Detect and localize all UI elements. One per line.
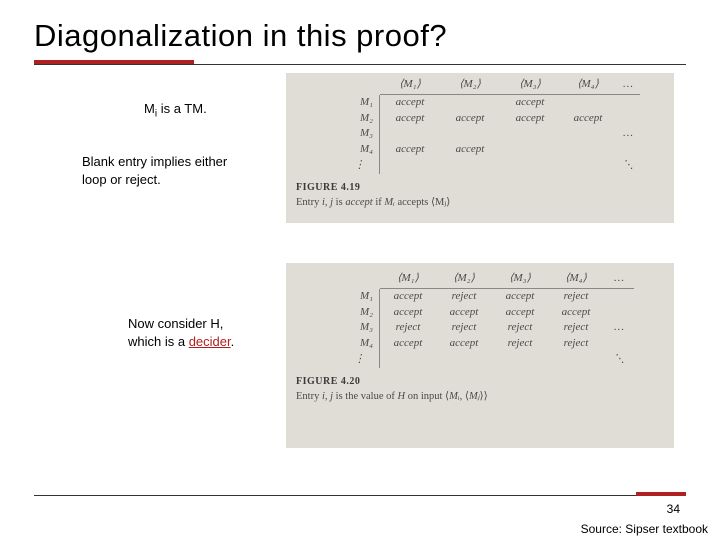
table-corner xyxy=(342,77,380,95)
table-4-19: ⟨M₁⟩ ⟨M₂⟩ ⟨M₃⟩ ⟨M₄⟩ … M₁ accept accept M… xyxy=(342,77,668,174)
note-decider: Now consider H, which is a decider. xyxy=(128,315,258,350)
col-header: ⟨M₁⟩ xyxy=(380,271,436,289)
col-header: ⟨M₄⟩ xyxy=(560,77,616,95)
footer-divider xyxy=(34,495,686,496)
decider-word: decider xyxy=(189,334,231,349)
table-corner xyxy=(342,271,380,289)
page-number: 34 xyxy=(667,502,680,516)
figure-label: FIGURE 4.20 xyxy=(296,376,668,389)
col-header: ⟨M₃⟩ xyxy=(492,271,548,289)
note-text: is a TM. xyxy=(157,101,207,116)
figure-4-20: ⟨M₁⟩ ⟨M₂⟩ ⟨M₃⟩ ⟨M₄⟩ … M₁ accept reject a… xyxy=(286,263,674,448)
col-header: ⟨M₃⟩ xyxy=(500,77,560,95)
figure-caption: Entry i, j is accept if Mᵢ accepts ⟨Mⱼ⟩ xyxy=(296,196,668,209)
figure-label: FIGURE 4.19 xyxy=(296,182,668,195)
slide-title: Diagonalization in this proof? xyxy=(34,18,686,54)
col-header: ⟨M₁⟩ xyxy=(380,77,440,95)
col-header: … xyxy=(604,271,634,289)
slide: Diagonalization in this proof? Mi is a T… xyxy=(0,0,720,540)
source-attribution: Source: Sipser textbook xyxy=(581,522,708,536)
note-blank-entry: Blank entry implies either loop or rejec… xyxy=(82,153,252,188)
col-header: ⟨M₂⟩ xyxy=(440,77,500,95)
figure-caption: Entry i, j is the value of H on input ⟨M… xyxy=(296,390,668,403)
figure-4-19: ⟨M₁⟩ ⟨M₂⟩ ⟨M₃⟩ ⟨M₄⟩ … M₁ accept accept M… xyxy=(286,73,674,223)
note-text: . xyxy=(231,334,235,349)
table-4-20: ⟨M₁⟩ ⟨M₂⟩ ⟨M₃⟩ ⟨M₄⟩ … M₁ accept reject a… xyxy=(342,271,668,368)
note-text: M xyxy=(144,101,155,116)
col-header: ⟨M₂⟩ xyxy=(436,271,492,289)
col-header: … xyxy=(616,77,640,95)
footer-accent-bar xyxy=(636,492,686,496)
content-area: Mi is a TM. Blank entry implies either l… xyxy=(34,65,686,485)
note-mi-tm: Mi is a TM. xyxy=(144,101,207,120)
col-header: ⟨M₄⟩ xyxy=(548,271,604,289)
